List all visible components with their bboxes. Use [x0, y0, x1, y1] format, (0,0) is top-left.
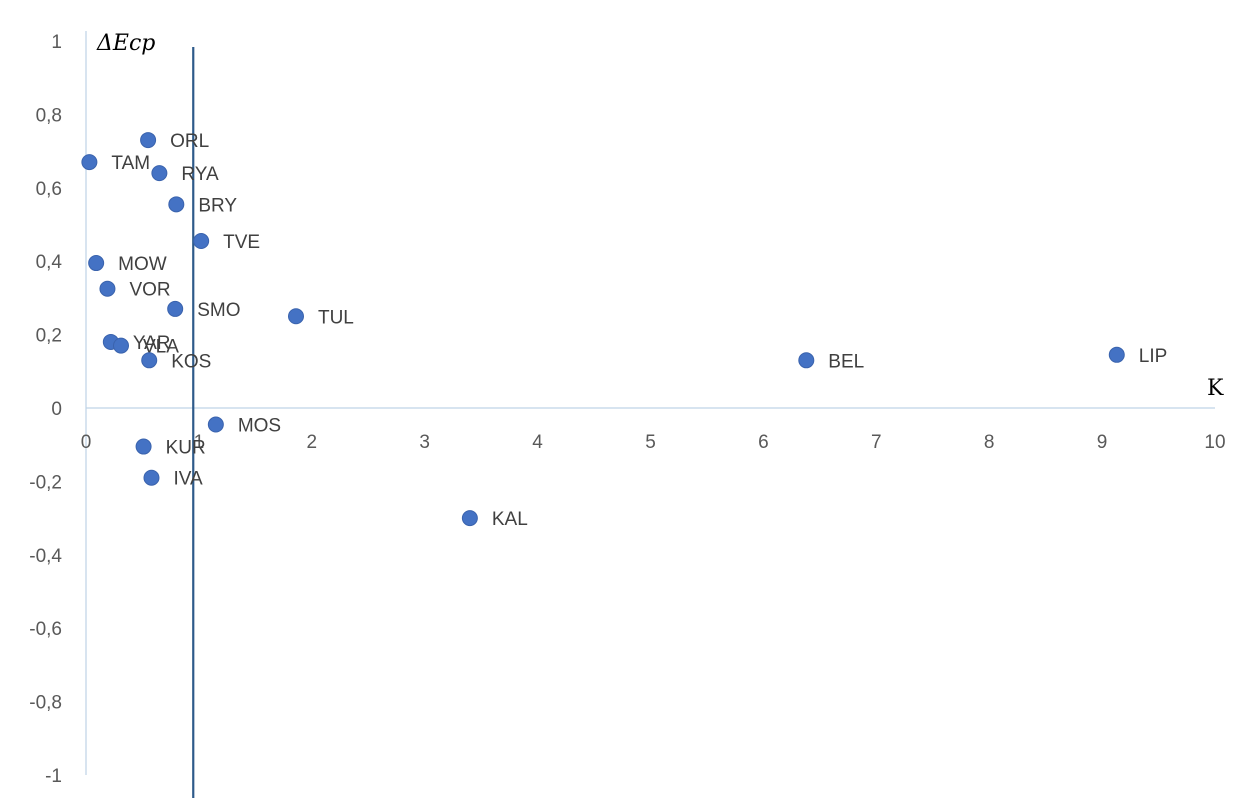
y-tick-label: 0,4 [36, 252, 63, 273]
data-point [89, 256, 104, 271]
x-tick-label: 7 [871, 432, 882, 453]
data-point [144, 470, 159, 485]
x-tick-label: 2 [307, 432, 318, 453]
point-label: IVA [173, 469, 203, 490]
point-label: KOS [171, 351, 211, 372]
data-point [136, 439, 151, 454]
point-label: KUR [166, 438, 206, 459]
point-label: MOW [118, 254, 167, 275]
point-label: BEL [828, 351, 864, 372]
data-point [100, 281, 115, 296]
point-label: TAM [111, 153, 150, 174]
point-label: KAL [492, 509, 528, 530]
data-point [113, 338, 128, 353]
point-label: ORL [170, 131, 209, 152]
x-axis-label: K [1207, 376, 1224, 401]
y-tick-label: -0,6 [29, 619, 62, 640]
x-tick-label: 8 [984, 432, 995, 453]
y-tick-label: -0,2 [29, 472, 62, 493]
y-tick-label: 0 [51, 399, 62, 420]
x-tick-label: 4 [532, 432, 543, 453]
x-tick-label: 5 [645, 432, 656, 453]
data-point [152, 166, 167, 181]
data-point [1109, 347, 1124, 362]
y-tick-label: 1 [51, 32, 62, 53]
y-tick-label: 0,6 [36, 179, 62, 200]
point-label: VOR [129, 280, 170, 301]
point-label: LIP [1139, 346, 1168, 367]
point-label: MOS [238, 416, 281, 437]
y-tick-label: 0,8 [36, 105, 62, 126]
x-tick-label: 3 [419, 432, 430, 453]
x-tick-label: 10 [1204, 432, 1225, 453]
data-point [799, 353, 814, 368]
point-label: RYA [181, 164, 219, 185]
data-point [288, 309, 303, 324]
y-tick-label: 0,2 [36, 326, 62, 347]
y-tick-label: -1 [45, 766, 62, 787]
data-point [168, 301, 183, 316]
data-point [142, 353, 157, 368]
data-point [462, 511, 477, 526]
data-point [194, 234, 209, 249]
y-axis-label: ΔEcp [96, 31, 155, 56]
data-point [169, 197, 184, 212]
data-point [82, 155, 97, 170]
point-label: BRY [198, 195, 237, 216]
axes [86, 31, 1215, 798]
x-tick-label: 0 [81, 432, 92, 453]
data-point [141, 133, 156, 148]
point-label: TVE [223, 232, 260, 253]
x-tick-label: 9 [1097, 432, 1108, 453]
y-tick-label: -0,4 [29, 546, 62, 567]
point-label: TUL [318, 307, 354, 328]
x-tick-label: 6 [758, 432, 769, 453]
point-label: SMO [197, 300, 240, 321]
y-tick-label: -0,8 [29, 693, 62, 714]
data-point [208, 417, 223, 432]
